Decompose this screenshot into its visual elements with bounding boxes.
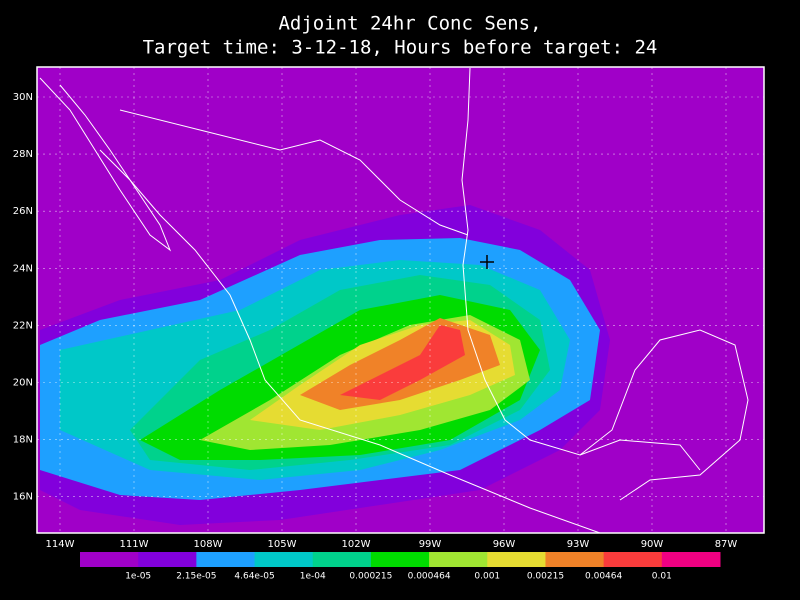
colorbar-label: 4.64e-05 [234, 572, 274, 582]
lon-label: 93W [567, 539, 590, 550]
colorbar-swatch [312, 552, 372, 567]
colorbar-swatch [487, 552, 546, 567]
colorbar-swatch [429, 552, 488, 567]
coastline [99, 149, 601, 533]
lat-label: 26N [13, 206, 33, 217]
colorbar-swatch [80, 552, 139, 567]
lon-label: 111W [120, 539, 149, 550]
coastline [461, 67, 749, 501]
colorbar-label: 0.000215 [349, 572, 392, 582]
target-marker [480, 255, 494, 269]
lon-label: 105W [268, 539, 297, 550]
lat-label: 22N [13, 320, 33, 331]
colorbar-swatch [545, 552, 605, 567]
colorbar-label: 0.001 [474, 572, 500, 582]
lat-label: 18N [13, 435, 33, 446]
lon-label: 90W [641, 539, 664, 550]
colorbar-label: 0.000464 [408, 572, 451, 582]
colorbar-swatch [661, 552, 721, 567]
lon-labels: 114W 111W 108W 105W 102W 99W 96W 93W 90W 87W [46, 539, 738, 550]
colorbar-label: 1e-05 [125, 572, 151, 582]
colorbar-swatch [603, 552, 663, 567]
map-frame [36, 66, 765, 534]
lat-labels: 30N 28N 26N 24N 22N 20N 18N 16N [13, 92, 33, 503]
field-level [340, 325, 465, 400]
border [119, 109, 469, 236]
colorbar-label: 2.15e-05 [176, 572, 216, 582]
map-area [37, 67, 764, 533]
lat-label: 16N [13, 492, 33, 503]
colorbar: 1e-05 2.15e-05 4.64e-05 1e-04 0.000215 0.0004… [80, 552, 721, 582]
colorbar-label: 1e-04 [300, 572, 326, 582]
colorbar-swatch [370, 552, 430, 567]
colorbar-swatch [196, 552, 256, 567]
lat-label: 20N [13, 378, 33, 389]
title-line-2: Target time: 3-12-18, Hours before targe… [143, 37, 658, 59]
lon-label: 96W [493, 539, 516, 550]
lon-label: 108W [194, 539, 223, 550]
coastline [39, 77, 172, 252]
lat-label: 30N [13, 92, 33, 103]
graticule [37, 67, 764, 533]
colorbar-label: 0.00215 [527, 572, 564, 582]
lat-label: 24N [13, 263, 33, 274]
border [579, 439, 701, 471]
colorbar-label: 0.01 [652, 572, 672, 582]
title-line-1: Adjoint 24hr Conc Sens, [278, 13, 541, 35]
colorbar-label: 0.00464 [585, 572, 622, 582]
colorbar-swatch [254, 552, 314, 567]
lon-label: 99W [419, 539, 442, 550]
lat-label: 28N [13, 149, 33, 160]
colorbar-swatch [138, 552, 197, 567]
lon-label: 114W [46, 539, 75, 550]
lon-label: 102W [342, 539, 371, 550]
lon-label: 87W [715, 539, 738, 550]
